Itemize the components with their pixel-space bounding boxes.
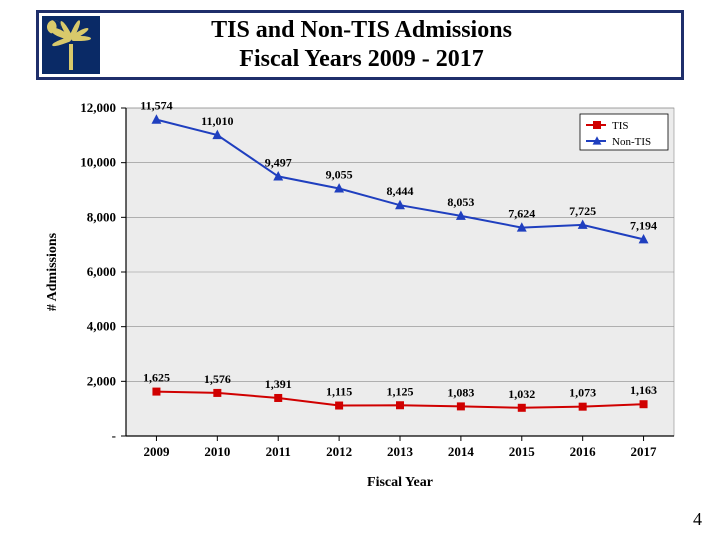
svg-text:2011: 2011: [266, 444, 291, 459]
svg-text:-: -: [112, 428, 116, 443]
title-line2: Fiscal Years 2009 - 2017: [239, 46, 483, 72]
svg-text:2,000: 2,000: [87, 373, 116, 388]
svg-text:11,010: 11,010: [201, 114, 233, 128]
svg-text:7,725: 7,725: [569, 204, 596, 218]
svg-text:1,032: 1,032: [508, 387, 535, 401]
slide-title: TIS and Non-TIS Admissions Fiscal Years …: [100, 16, 681, 74]
svg-text:1,083: 1,083: [447, 385, 474, 399]
svg-text:6,000: 6,000: [87, 264, 116, 279]
svg-text:TIS: TIS: [612, 120, 629, 132]
svg-text:9,497: 9,497: [265, 155, 292, 169]
admissions-chart: - 2,000 4,000 6,000 8,000 10,000 12,000 2009 201…: [36, 98, 684, 496]
svg-text:8,053: 8,053: [447, 195, 474, 209]
svg-text:10,000: 10,000: [80, 155, 116, 170]
svg-text:Fiscal Year: Fiscal Year: [367, 475, 433, 490]
svg-text:1,163: 1,163: [630, 383, 657, 397]
svg-text:7,624: 7,624: [508, 207, 535, 221]
svg-text:2009: 2009: [143, 444, 170, 459]
svg-text:2017: 2017: [631, 444, 658, 459]
svg-text:1,625: 1,625: [143, 371, 170, 385]
svg-text:11,574: 11,574: [140, 99, 172, 113]
svg-text:Non-TIS: Non-TIS: [612, 136, 651, 148]
title-line1: TIS and Non-TIS Admissions: [211, 17, 512, 43]
page-number: 4: [693, 509, 702, 530]
svg-text:2013: 2013: [387, 444, 414, 459]
svg-text:1,391: 1,391: [265, 377, 292, 391]
svg-text:4,000: 4,000: [87, 319, 116, 334]
svg-text:9,055: 9,055: [326, 167, 353, 181]
svg-text:1,576: 1,576: [204, 372, 231, 386]
svg-text:8,444: 8,444: [387, 184, 414, 198]
svg-text:1,115: 1,115: [326, 385, 352, 399]
svg-text:1,073: 1,073: [569, 386, 596, 400]
svg-text:1,125: 1,125: [387, 384, 414, 398]
sc-flag-icon: [42, 16, 100, 74]
svg-text:# Admissions: # Admissions: [45, 232, 60, 311]
title-box: TIS and Non-TIS Admissions Fiscal Years …: [36, 10, 684, 80]
svg-text:2010: 2010: [204, 444, 230, 459]
svg-text:12,000: 12,000: [80, 100, 116, 115]
svg-text:2012: 2012: [326, 444, 352, 459]
svg-text:2016: 2016: [570, 444, 597, 459]
svg-text:2015: 2015: [509, 444, 536, 459]
svg-text:2014: 2014: [448, 444, 475, 459]
svg-text:7,194: 7,194: [630, 218, 657, 232]
svg-text:8,000: 8,000: [87, 209, 116, 224]
